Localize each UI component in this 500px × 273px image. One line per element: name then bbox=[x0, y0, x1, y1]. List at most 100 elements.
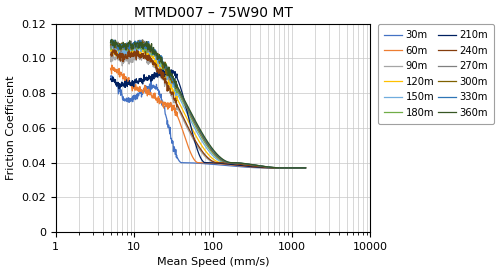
30m bbox=[223, 164, 229, 167]
150m bbox=[238, 162, 244, 165]
90m bbox=[223, 161, 229, 165]
300m bbox=[108, 43, 114, 47]
210m bbox=[302, 166, 308, 170]
X-axis label: Mean Speed (mm/s): Mean Speed (mm/s) bbox=[156, 257, 269, 268]
180m bbox=[302, 166, 308, 170]
360m bbox=[302, 166, 308, 170]
120m bbox=[238, 162, 244, 166]
90m bbox=[273, 166, 279, 170]
Line: 90m: 90m bbox=[110, 50, 306, 168]
300m bbox=[223, 160, 229, 164]
210m bbox=[223, 162, 229, 165]
Line: 180m: 180m bbox=[110, 41, 306, 168]
240m bbox=[196, 145, 202, 149]
120m bbox=[108, 44, 114, 48]
120m bbox=[275, 166, 281, 170]
330m bbox=[158, 54, 164, 57]
300m bbox=[158, 59, 164, 62]
180m bbox=[223, 161, 229, 164]
330m bbox=[108, 38, 114, 41]
Line: 120m: 120m bbox=[110, 46, 306, 168]
360m bbox=[108, 41, 114, 44]
360m bbox=[109, 38, 115, 41]
Line: 270m: 270m bbox=[110, 40, 306, 168]
270m bbox=[142, 43, 148, 47]
210m bbox=[196, 153, 202, 156]
180m bbox=[142, 48, 148, 51]
90m bbox=[158, 74, 164, 77]
Line: 300m: 300m bbox=[110, 41, 306, 168]
240m bbox=[302, 166, 308, 170]
90m bbox=[108, 51, 114, 54]
120m bbox=[108, 49, 114, 53]
Line: 60m: 60m bbox=[110, 65, 306, 168]
180m bbox=[196, 131, 202, 135]
90m bbox=[254, 165, 260, 168]
120m bbox=[196, 140, 202, 143]
150m bbox=[158, 65, 164, 68]
60m bbox=[109, 63, 115, 67]
150m bbox=[276, 166, 282, 170]
Legend: 30m, 60m, 90m, 120m, 150m, 180m, 210m, 240m, 270m, 300m, 330m, 360m: 30m, 60m, 90m, 120m, 150m, 180m, 210m, 2… bbox=[378, 24, 494, 124]
270m bbox=[108, 44, 114, 48]
300m bbox=[254, 164, 260, 167]
300m bbox=[278, 166, 283, 170]
90m bbox=[196, 147, 202, 150]
60m bbox=[254, 166, 260, 169]
240m bbox=[108, 53, 114, 57]
150m bbox=[108, 46, 114, 49]
330m bbox=[278, 166, 284, 170]
90m bbox=[110, 49, 116, 52]
Y-axis label: Friction Coefficient: Friction Coefficient bbox=[6, 76, 16, 180]
300m bbox=[142, 42, 148, 45]
240m bbox=[158, 68, 164, 71]
120m bbox=[254, 165, 260, 168]
300m bbox=[196, 128, 202, 132]
270m bbox=[196, 130, 202, 133]
150m bbox=[302, 166, 308, 170]
270m bbox=[158, 55, 164, 58]
120m bbox=[223, 161, 229, 164]
270m bbox=[238, 162, 244, 165]
150m bbox=[254, 164, 260, 168]
360m bbox=[223, 159, 229, 163]
210m bbox=[108, 78, 114, 81]
270m bbox=[302, 166, 308, 170]
60m bbox=[196, 161, 202, 164]
210m bbox=[254, 165, 260, 169]
30m bbox=[158, 93, 164, 96]
180m bbox=[108, 39, 114, 42]
330m bbox=[223, 160, 229, 163]
330m bbox=[196, 127, 202, 130]
60m bbox=[238, 164, 244, 168]
360m bbox=[196, 126, 202, 129]
270m bbox=[254, 164, 260, 167]
90m bbox=[142, 55, 148, 58]
360m bbox=[158, 60, 164, 64]
180m bbox=[158, 59, 164, 63]
Line: 210m: 210m bbox=[110, 70, 306, 168]
270m bbox=[223, 161, 229, 164]
210m bbox=[238, 164, 244, 167]
300m bbox=[238, 162, 244, 165]
60m bbox=[142, 90, 148, 93]
120m bbox=[302, 166, 308, 170]
120m bbox=[142, 50, 148, 53]
360m bbox=[142, 41, 148, 45]
Line: 150m: 150m bbox=[110, 43, 306, 168]
Line: 330m: 330m bbox=[110, 40, 306, 168]
Line: 360m: 360m bbox=[110, 39, 306, 168]
90m bbox=[238, 163, 244, 166]
150m bbox=[196, 135, 202, 138]
120m bbox=[158, 67, 164, 70]
240m bbox=[223, 161, 229, 165]
Line: 30m: 30m bbox=[110, 76, 306, 168]
150m bbox=[223, 161, 229, 164]
Line: 240m: 240m bbox=[110, 49, 306, 168]
210m bbox=[142, 77, 148, 80]
360m bbox=[238, 162, 244, 165]
30m bbox=[142, 91, 148, 94]
60m bbox=[302, 166, 308, 170]
60m bbox=[108, 67, 114, 70]
Title: MTMD007 – 75W90 MT: MTMD007 – 75W90 MT bbox=[134, 5, 292, 20]
